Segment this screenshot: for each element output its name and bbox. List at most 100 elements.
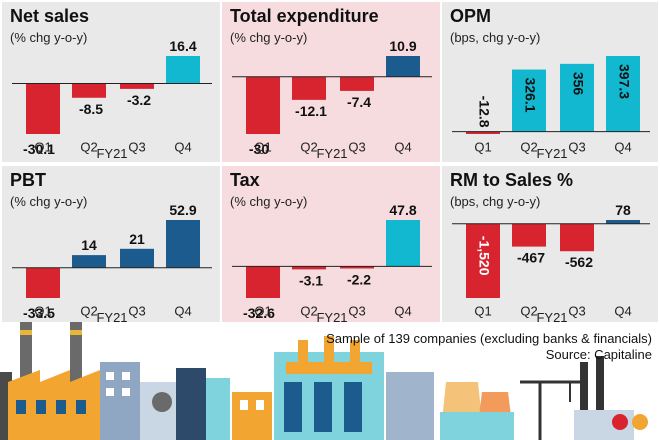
bar-q2 [512, 69, 546, 132]
value-label: -467 [517, 250, 545, 266]
category-label: Q4 [394, 140, 411, 155]
category-label: Q2 [80, 140, 97, 155]
value-label: -562 [565, 254, 593, 270]
bar-q4 [386, 220, 420, 267]
value-label: 16.4 [169, 38, 196, 54]
chart-subtitle: (% chg y-o-y) [10, 194, 88, 209]
value-label: -3.1 [299, 272, 323, 288]
bar-q4 [386, 56, 420, 77]
chart-rm-to-sales: RM to Sales % (bps, chg y-o-y) -1,520 Q1-… [442, 166, 658, 326]
category-label: Q2 [80, 304, 97, 319]
bar-q1 [26, 267, 60, 298]
x-axis-label: FY21 [316, 310, 347, 325]
factory-illustration [0, 322, 660, 440]
chart-plot: -12.8 Q1 326.1 Q2 356 Q3 397.3 Q4 FY21 [452, 56, 650, 161]
chart-title: Net sales [10, 6, 90, 26]
value-label: 52.9 [169, 202, 196, 218]
category-label: Q2 [300, 304, 317, 319]
value-label: 397.3 [616, 64, 632, 99]
value-label: 10.9 [389, 38, 416, 54]
value-label: -7.4 [347, 94, 371, 110]
value-label: -3.2 [127, 92, 151, 108]
chart-pbt: PBT (% chg y-o-y) -33.5 Q1 14 Q2 21 Q3 52.9 Q4 F… [2, 166, 220, 326]
value-label: 14 [81, 237, 97, 253]
footer-sample-note: Sample of 139 companies (excluding banks… [326, 331, 652, 346]
category-label: Q2 [300, 140, 317, 155]
category-label: Q2 [520, 140, 537, 155]
value-label: -32.6 [243, 305, 275, 321]
chart-plot: -1,520 Q1 -467 Q2 -562 Q3 78 Q4 FY21 [452, 202, 650, 325]
chart-subtitle: (% chg y-o-y) [230, 30, 308, 45]
bar-q1 [246, 266, 280, 298]
category-label: Q1 [474, 140, 491, 155]
bar-q3 [120, 83, 154, 89]
bar-q3 [560, 63, 594, 132]
value-label: -12.8 [476, 96, 492, 128]
value-label: -8.5 [79, 101, 103, 117]
chart-net-sales: Net sales (% chg y-o-y) -30.1 Q1 -8.5 Q2 -3.… [2, 2, 220, 162]
x-axis-label: FY21 [536, 310, 567, 325]
cooling-tower-icon [440, 382, 514, 440]
chart-tax: Tax (% chg y-o-y) -32.6 Q1 -3.1 Q2 -2.2 Q3 47.… [222, 166, 440, 326]
value-label: -30 [249, 141, 269, 157]
value-label: -2.2 [347, 272, 371, 288]
bar-q2 [292, 266, 326, 270]
chart-subtitle: (% chg y-o-y) [230, 194, 308, 209]
value-label: -1,520 [476, 236, 492, 276]
bar-q3 [560, 223, 594, 252]
category-label: Q4 [614, 304, 631, 319]
value-label: 78 [615, 202, 631, 218]
value-label: 21 [129, 231, 145, 247]
bar-q2 [72, 255, 106, 268]
chart-subtitle: (bps, chg y-o-y) [450, 194, 541, 209]
category-label: Q1 [34, 304, 51, 319]
category-label: Q3 [128, 304, 145, 319]
chart-title: Total expenditure [230, 6, 379, 26]
category-label: Q3 [128, 140, 145, 155]
bar-q1 [466, 223, 500, 298]
chart-title: PBT [10, 170, 46, 190]
factory-icon [0, 322, 206, 440]
x-axis-label: FY21 [96, 146, 127, 161]
chart-title: Tax [230, 170, 260, 190]
category-label: Q4 [174, 140, 191, 155]
category-label: Q3 [568, 140, 585, 155]
chart-title: RM to Sales % [450, 170, 574, 190]
value-label: -12.1 [295, 103, 327, 119]
factory-right-icon [574, 356, 648, 440]
category-label: Q1 [34, 140, 51, 155]
bar-q2 [292, 76, 326, 100]
value-label: -30.1 [23, 141, 55, 157]
category-label: Q4 [614, 140, 631, 155]
chart-total-expenditure: Total expenditure (% chg y-o-y) -30 Q1 -12… [222, 2, 440, 162]
value-label: 47.8 [389, 202, 416, 218]
bar-q1 [466, 131, 500, 134]
bar-q4 [606, 56, 640, 132]
bar-q4 [166, 56, 200, 84]
bar-q1 [26, 83, 60, 134]
crane-icon [520, 380, 580, 440]
x-axis-label: FY21 [536, 146, 567, 161]
bar-q3 [340, 76, 374, 91]
chart-subtitle: (bps, chg y-o-y) [450, 30, 541, 45]
category-label: Q3 [568, 304, 585, 319]
category-label: Q1 [254, 304, 271, 319]
category-label: Q1 [254, 140, 271, 155]
category-label: Q2 [520, 304, 537, 319]
bar-q3 [340, 266, 374, 269]
bar-q4 [166, 220, 200, 268]
footer-source: Source: Capitaline [545, 347, 652, 362]
bar-q2 [512, 223, 546, 247]
bar-q4 [606, 220, 640, 224]
chart-plot: -33.5Q1 14 Q2 21 Q3 52.9 Q4 FY21 [12, 202, 212, 325]
x-axis-label: FY21 [96, 310, 127, 325]
chart-opm: OPM (bps, chg y-o-y) -12.8 Q1 326.1 Q2 356 Q3… [442, 2, 658, 162]
bar-q1 [246, 76, 280, 134]
value-label: -33.5 [23, 305, 55, 321]
chart-title: OPM [450, 6, 492, 26]
category-label: Q1 [474, 304, 491, 319]
bar-q2 [72, 83, 106, 98]
bar-q3 [120, 248, 154, 268]
category-label: Q4 [174, 304, 191, 319]
